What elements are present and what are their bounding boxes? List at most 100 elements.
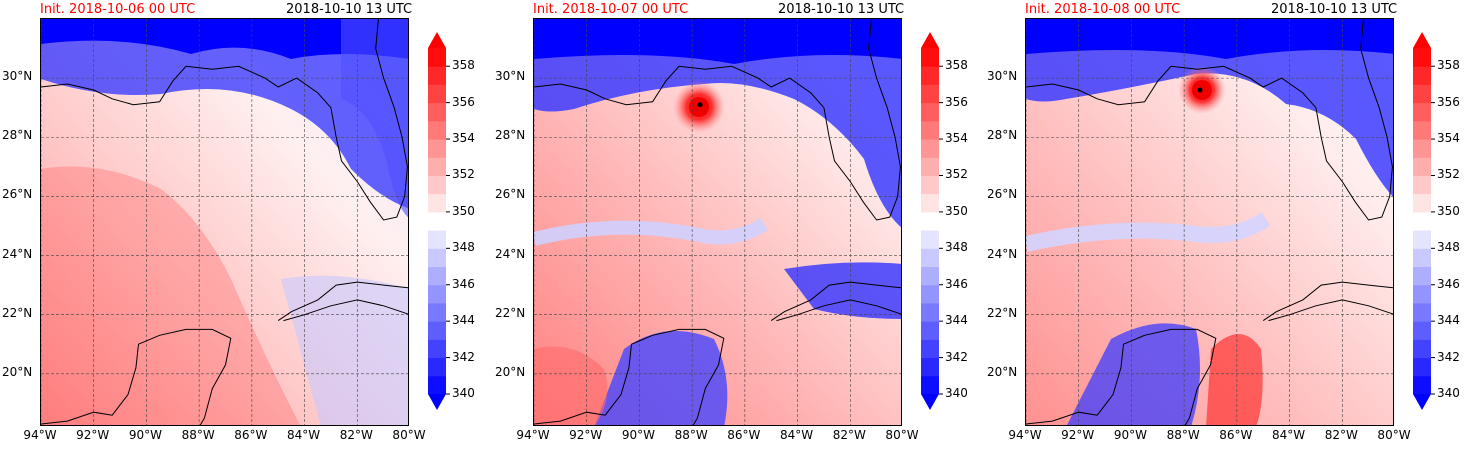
colorbar-segment — [428, 339, 446, 359]
panel-2-valid-title: 2018-10-10 13 UTC — [778, 2, 905, 17]
colorbar-tick-label: 352 — [452, 167, 475, 182]
lat-tick-label: 30°N — [2, 69, 33, 84]
colorbar-tick-label: 344 — [452, 313, 475, 328]
panel-1: Init. 2018-10-06 00 UTC 2018-10-10 13 UT… — [0, 0, 490, 449]
lon-tick-label: 86°W — [234, 428, 268, 442]
colorbar-segment — [1413, 66, 1431, 85]
lon-tick-label: 90°W — [1113, 428, 1147, 442]
colorbar-tick-label: 342 — [452, 349, 475, 364]
colorbar-segment — [428, 357, 446, 377]
colorbar-segment — [1413, 84, 1431, 104]
colorbar-tick-label: 350 — [1437, 203, 1460, 218]
colorbar-tick-label: 350 — [452, 203, 475, 218]
panel-1-valid-title: 2018-10-10 13 UTC — [286, 2, 413, 17]
panel-1-init-title: Init. 2018-10-06 00 UTC — [40, 2, 196, 17]
colorbar-segment — [428, 66, 446, 85]
colorbar-segment — [428, 266, 446, 286]
colorbar-segment — [1413, 157, 1431, 176]
lat-tick-label: 26°N — [987, 187, 1018, 202]
colorbar-segment — [921, 375, 939, 395]
colorbar-segment — [1413, 230, 1431, 249]
colorbar-extend-high — [921, 32, 939, 48]
colorbar-scale — [1413, 32, 1435, 410]
colorbar-segment — [921, 230, 939, 249]
colorbar-segment — [921, 302, 939, 322]
colorbar-segment — [921, 84, 939, 104]
colorbar-tick-label: 348 — [1437, 240, 1460, 255]
lon-tick-label: 92°W — [569, 428, 603, 442]
colorbar-scale — [921, 32, 943, 410]
lat-tick-label: 28°N — [2, 128, 33, 143]
colorbar-tick-label: 340 — [452, 386, 475, 400]
colorbar-segment — [921, 339, 939, 359]
coastline-cuba — [277, 281, 408, 322]
lat-tick-label: 24°N — [2, 246, 33, 261]
colorbar-segment — [428, 211, 446, 231]
lon-tick-label: 82°W — [1324, 428, 1358, 442]
lon-tick-label: 82°W — [339, 428, 373, 442]
colorbar-segment — [921, 120, 939, 140]
colorbar-segment — [1413, 321, 1431, 340]
colorbar-tick-label: 350 — [945, 203, 968, 218]
colorbar-tick-label: 352 — [1437, 167, 1460, 182]
colorbar-segment — [1413, 120, 1431, 140]
colorbar-segment — [1413, 175, 1431, 195]
colorbar-tick-label: 358 — [945, 58, 968, 73]
panel-2-map-canvas — [534, 19, 901, 425]
colorbar-segment — [921, 321, 939, 340]
colorbar-tick-label: 348 — [945, 240, 968, 255]
lon-tick-label: 80°W — [392, 428, 426, 442]
colorbar-segment — [428, 230, 446, 249]
colorbar-segment — [921, 66, 939, 85]
colorbar-segment — [1413, 211, 1431, 231]
lat-tick-label: 24°N — [987, 246, 1018, 261]
coastline-cuba-south — [1268, 299, 1393, 322]
lat-tick-label: 24°N — [495, 246, 526, 261]
colorbar-segment — [921, 248, 939, 268]
colorbar-segment — [428, 321, 446, 340]
coastline-gulf — [1026, 19, 1393, 221]
colorbar-segment — [1413, 339, 1431, 359]
colorbar-segment — [921, 193, 939, 213]
colorbar-extend-high — [1413, 32, 1431, 48]
colorbar-segment — [428, 284, 446, 304]
colorbar-tick-label: 356 — [1437, 94, 1460, 109]
panel-3-map — [1025, 18, 1394, 426]
lon-tick-label: 80°W — [1377, 428, 1411, 442]
lat-tick-label: 30°N — [495, 69, 526, 84]
colorbar-segment — [428, 157, 446, 176]
colorbar-segment — [1413, 102, 1431, 122]
coastline-cuba-south — [283, 299, 408, 322]
colorbar-segment — [428, 302, 446, 322]
lon-tick-label: 86°W — [1219, 428, 1253, 442]
lon-tick-label: 88°W — [1166, 428, 1200, 442]
panel-1-map — [40, 18, 409, 426]
colorbar-tick-label: 344 — [1437, 313, 1460, 328]
panel-2: Init. 2018-10-07 00 UTC 2018-10-10 13 UT… — [493, 0, 983, 449]
lat-tick-label: 28°N — [495, 128, 526, 143]
panel-3-valid-title: 2018-10-10 13 UTC — [1271, 2, 1398, 17]
colorbar-tick-label: 354 — [452, 131, 475, 146]
lat-tick-label: 22°N — [495, 305, 526, 320]
lat-tick-label: 30°N — [987, 69, 1018, 84]
coastline-gulf — [41, 19, 408, 221]
lon-tick-label: 82°W — [832, 428, 866, 442]
colorbar-tick-label: 346 — [945, 276, 968, 291]
coastline-cuba — [1262, 281, 1393, 322]
lat-tick-label: 20°N — [2, 364, 33, 379]
colorbar-segment — [428, 175, 446, 195]
lon-tick-label: 94°W — [23, 428, 57, 442]
colorbar-segment — [428, 193, 446, 213]
lon-tick-label: 94°W — [516, 428, 550, 442]
lon-tick-label: 90°W — [128, 428, 162, 442]
colorbar-tick-label: 342 — [1437, 349, 1460, 364]
lon-tick-label: 92°W — [76, 428, 110, 442]
colorbar-segment — [1413, 302, 1431, 322]
lat-tick-label: 22°N — [987, 305, 1018, 320]
lon-tick-label: 84°W — [286, 428, 321, 442]
coastline-yucatan — [534, 328, 725, 425]
colorbar-tick-label: 358 — [1437, 58, 1460, 73]
lon-tick-label: 88°W — [674, 428, 708, 442]
panel-2-map — [533, 18, 902, 426]
lon-tick-label: 84°W — [779, 428, 814, 442]
